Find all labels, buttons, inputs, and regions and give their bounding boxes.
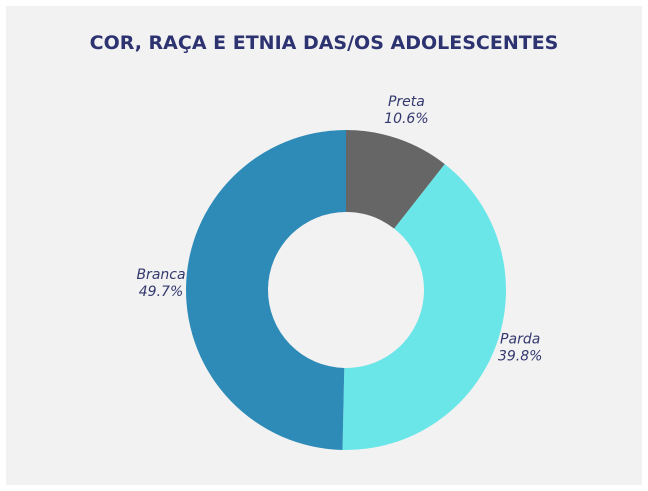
donut-slice [185,130,346,450]
slice-label: Parda [500,331,540,347]
slice-value-label: 10.6% [384,111,428,127]
slice-value-label: 39.8% [498,348,542,364]
donut-slice [342,164,507,451]
slice-label: Branca [136,267,185,283]
slice-value-label: 49.7% [139,284,183,300]
chart-title: COR, RAÇA E ETNIA DAS/OS ADOLESCENTES [90,32,559,54]
slice-label: Preta [388,94,425,110]
donut-slice [346,130,445,229]
